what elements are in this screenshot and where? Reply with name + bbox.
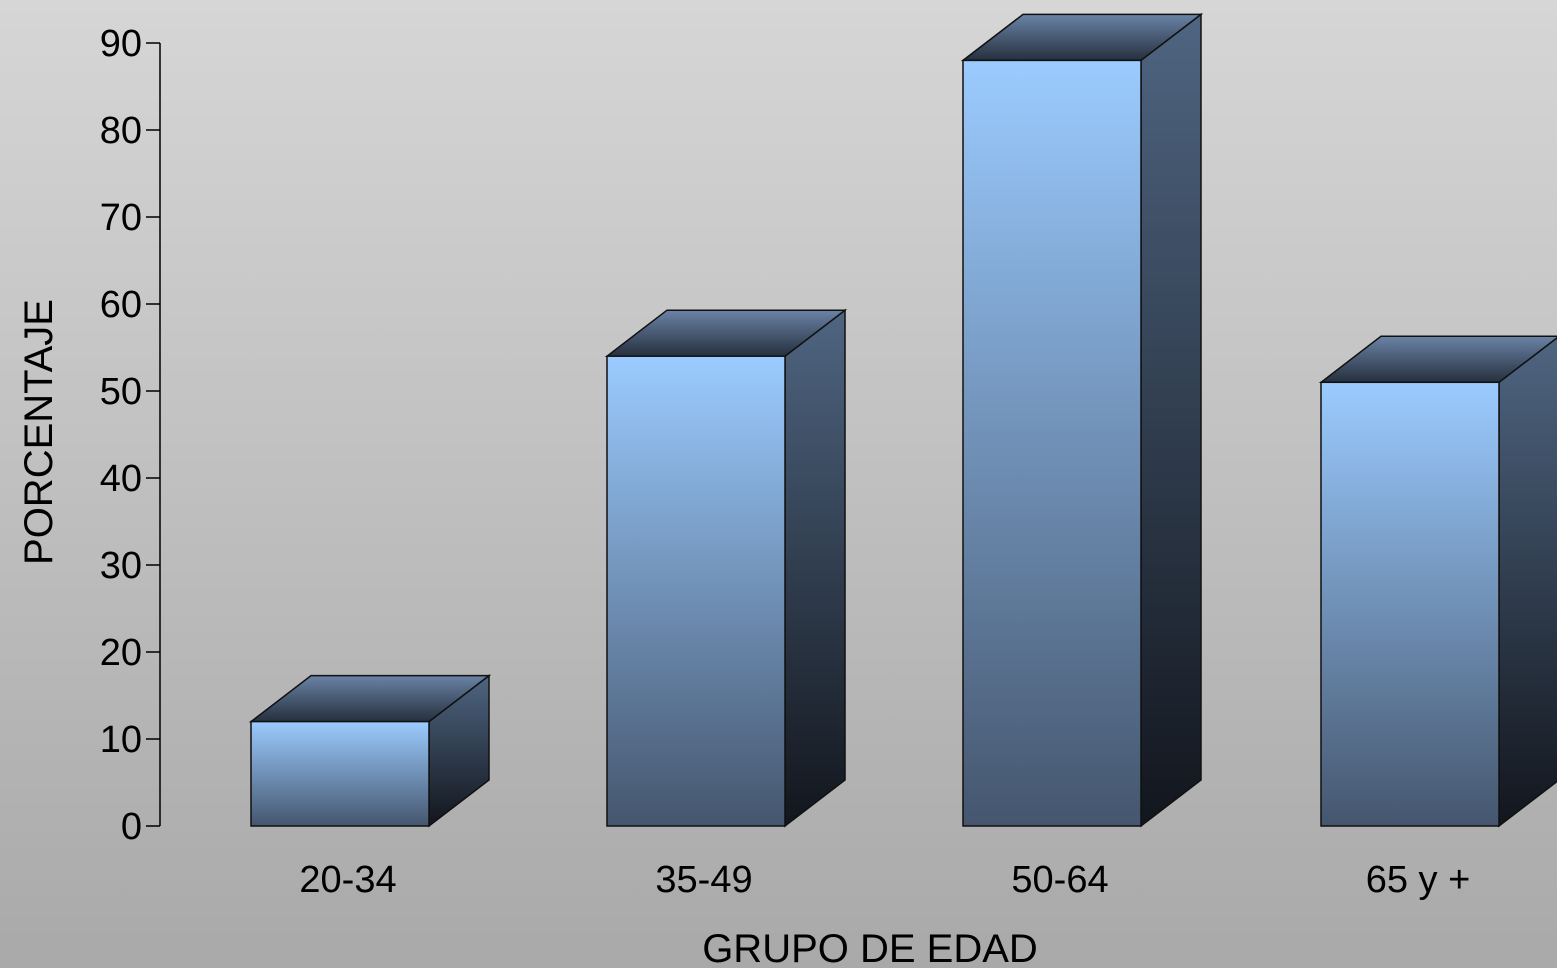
y-tick-label: 30 — [100, 545, 142, 587]
x-category-label: 35-49 — [655, 859, 752, 901]
bar — [604, 308, 848, 828]
x-category-label: 50-64 — [1011, 859, 1108, 901]
y-tick-label: 20 — [100, 632, 142, 674]
y-tick-label: 80 — [100, 110, 142, 152]
y-axis: 0 10 20 30 40 50 60 70 80 90 — [100, 23, 161, 848]
bar-side-face — [1140, 12, 1202, 828]
bar-side-face — [1498, 336, 1557, 828]
x-axis-title: GRUPO DE EDAD — [702, 927, 1038, 968]
bar-front-face — [606, 355, 786, 827]
y-tick-label: 70 — [100, 197, 142, 239]
bar-front-face — [962, 59, 1142, 827]
bar-side-face — [784, 308, 846, 828]
y-axis-title: PORCENTAJE — [17, 299, 61, 565]
bar — [248, 674, 492, 828]
bars — [248, 12, 1557, 828]
x-category-label: 65 y + — [1366, 859, 1471, 901]
bar — [960, 12, 1204, 828]
y-tick-label: 50 — [100, 371, 142, 413]
y-tick-label: 0 — [121, 806, 142, 848]
bar-front-face — [250, 720, 430, 827]
y-tick-label: 10 — [100, 719, 142, 761]
x-axis-labels: 20-34 35-49 50-64 65 y + — [299, 859, 1470, 901]
x-category-label: 20-34 — [299, 859, 396, 901]
bar — [1318, 335, 1557, 828]
y-tick-label: 40 — [100, 458, 142, 500]
y-tick-label: 60 — [100, 284, 142, 326]
y-tick-label: 90 — [100, 23, 142, 65]
bar-front-face — [1320, 381, 1500, 827]
